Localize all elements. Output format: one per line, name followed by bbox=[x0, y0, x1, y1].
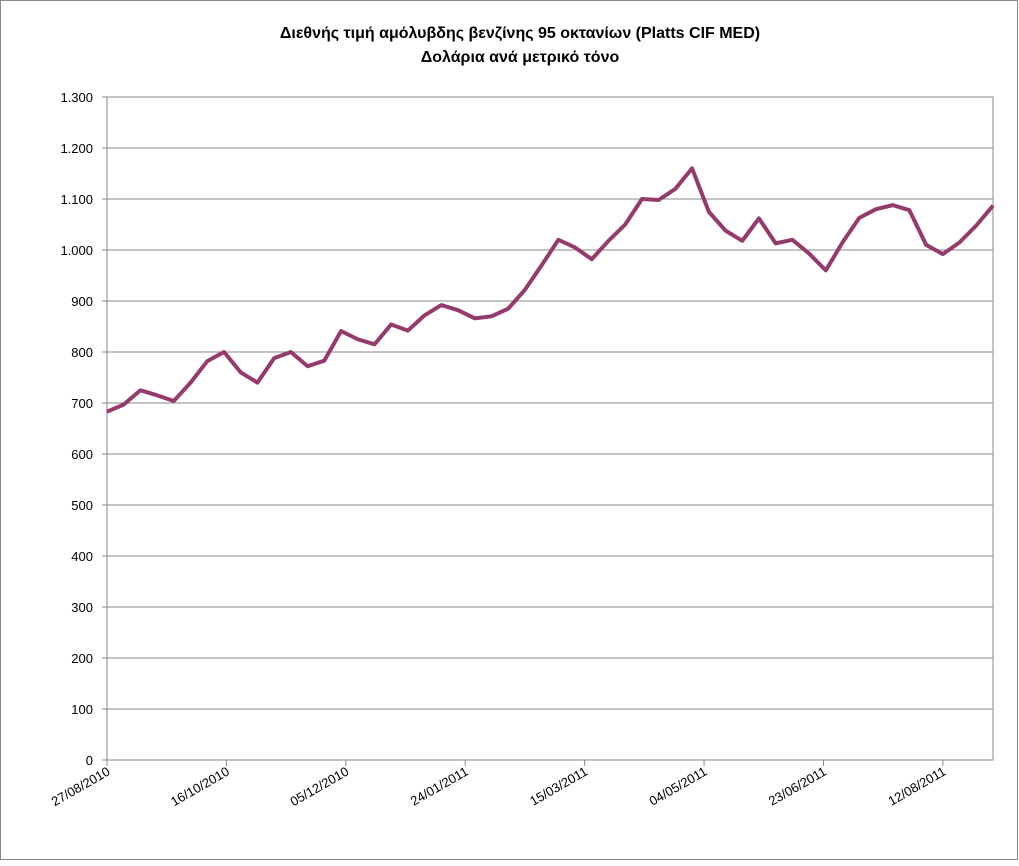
y-tick-label: 300 bbox=[71, 600, 93, 615]
y-tick-label: 700 bbox=[71, 396, 93, 411]
y-tick-label: 800 bbox=[71, 345, 93, 360]
y-tick-label: 1.200 bbox=[60, 141, 93, 156]
chart-title: Διεθνής τιμή αμόλυβδης βενζίνης 95 οκταν… bbox=[280, 25, 760, 42]
y-tick-label: 1.300 bbox=[60, 90, 93, 105]
data-line bbox=[106, 166, 995, 414]
y-tick-label: 500 bbox=[71, 498, 93, 513]
y-tick-label: 1.100 bbox=[60, 192, 93, 207]
y-tick-label: 0 bbox=[86, 753, 93, 768]
y-tick-label: 100 bbox=[71, 702, 93, 717]
y-tick-label: 900 bbox=[71, 294, 93, 309]
y-tick-label: 1.000 bbox=[60, 243, 93, 258]
plot-area bbox=[106, 96, 994, 761]
y-tick-label: 200 bbox=[71, 651, 93, 666]
y-tick-label: 400 bbox=[71, 549, 93, 564]
y-tick-label: 600 bbox=[71, 447, 93, 462]
chart-subtitle: Δολάρια ανά μετρικό τόνο bbox=[421, 49, 620, 66]
